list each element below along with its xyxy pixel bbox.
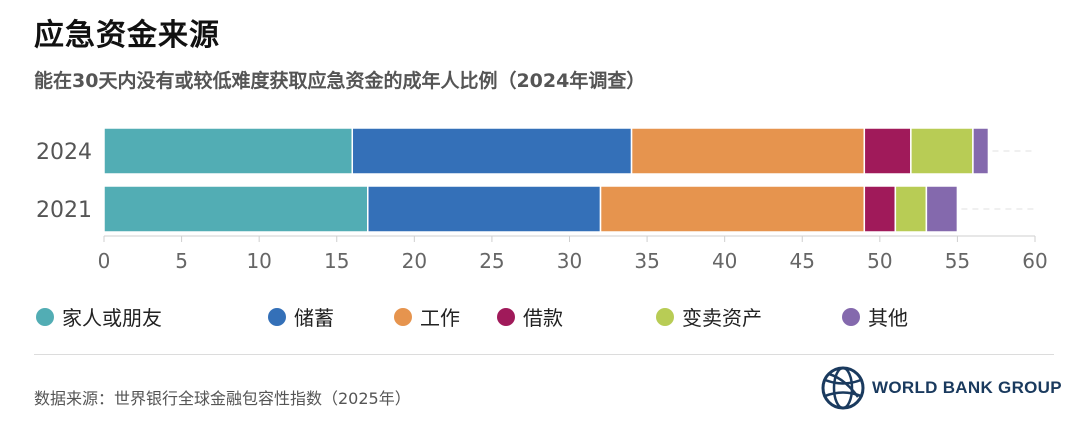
legend-label: 家人或朋友 — [62, 306, 162, 330]
x-tick-label: 40 — [712, 249, 737, 273]
legend-item: 家人或朋友 — [36, 302, 162, 331]
y-category-label: 2024 — [36, 140, 92, 165]
legend-swatch — [656, 307, 674, 326]
legend-item: 工作 — [394, 302, 460, 331]
legend-label: 工作 — [420, 306, 460, 330]
x-tick-label: 45 — [790, 249, 815, 273]
bar-segment — [894, 185, 928, 233]
legend-item: 储蓄 — [268, 302, 334, 331]
bar-segment — [630, 127, 866, 175]
x-tick-label: 25 — [479, 249, 504, 273]
legend-swatch — [268, 307, 286, 326]
x-tick-label: 50 — [867, 249, 892, 273]
x-tick-label: 10 — [246, 249, 271, 273]
world-bank-logo: WORLD BANK GROUP — [820, 365, 1062, 411]
chart-legend: 家人或朋友 储蓄 工作 借款 变卖资产 其他 — [0, 302, 1080, 332]
stacked-bar-chart: 0 5 10 15 20 25 30 35 40 45 50 55 60 2024 2021 — [36, 127, 1048, 273]
bar-segment — [972, 127, 990, 175]
legend-swatch — [36, 307, 54, 326]
footer-divider — [34, 354, 1054, 355]
x-tick-label: 55 — [945, 249, 970, 273]
legend-item: 其他 — [842, 302, 908, 331]
x-tick-label: 20 — [402, 249, 427, 273]
x-tick-label: 35 — [634, 249, 659, 273]
x-tick-label: 0 — [98, 249, 111, 273]
globe-icon — [821, 366, 865, 410]
bar-segment — [599, 185, 866, 233]
data-source-note: 数据来源：世界银行全球金融包容性指数（2025年） — [34, 389, 411, 408]
x-tick-label: 30 — [557, 249, 582, 273]
bar-segment — [103, 127, 354, 175]
bar-segment — [910, 127, 974, 175]
bar-segment — [103, 185, 369, 233]
legend-item: 变卖资产 — [656, 302, 762, 331]
chart-subtitle: 能在30天内没有或较低难度获取应急资金的成年人比例（2024年调查） — [34, 70, 646, 92]
bar-segment — [863, 127, 912, 175]
bar-segment — [925, 185, 959, 233]
legend-swatch — [842, 307, 860, 326]
chart-title: 应急资金来源 — [34, 18, 220, 53]
bar-segment — [863, 185, 897, 233]
y-category-label: 2021 — [36, 198, 92, 223]
bar-segment — [367, 185, 602, 233]
x-tick-label: 60 — [1022, 249, 1047, 273]
bar-segment — [351, 127, 633, 175]
legend-label: 变卖资产 — [682, 306, 762, 330]
legend-label: 储蓄 — [294, 306, 334, 330]
legend-label: 其他 — [868, 306, 908, 330]
x-tick-label: 15 — [324, 249, 349, 273]
legend-label: 借款 — [523, 306, 563, 330]
legend-swatch — [394, 307, 412, 326]
x-tick-label: 5 — [175, 249, 188, 273]
legend-swatch — [497, 307, 515, 326]
logo-text: WORLD BANK GROUP — [872, 378, 1062, 397]
legend-item: 借款 — [497, 302, 563, 331]
